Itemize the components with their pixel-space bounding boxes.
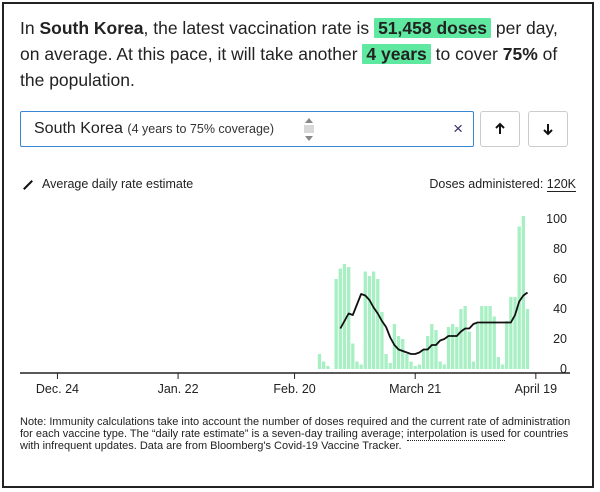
- duration-highlight: 4 years: [362, 44, 431, 64]
- average-rate-line: [339, 291, 529, 355]
- chart-bar: [359, 364, 363, 369]
- y-tick-label: 40: [553, 302, 567, 316]
- chart-bar: [326, 366, 330, 369]
- chart-bar: [346, 267, 351, 369]
- chart-bar: [338, 268, 342, 369]
- x-tick-label: April 19: [515, 382, 557, 396]
- chart-bar: [442, 364, 446, 369]
- spinner-down-icon[interactable]: [305, 136, 313, 141]
- chart-bar: [392, 324, 397, 369]
- y-axis-unit: 120K: [546, 177, 576, 192]
- headline-target: 75%: [502, 44, 538, 64]
- y-tick-label: 0: [560, 362, 567, 376]
- chart-bar: [417, 364, 422, 369]
- y-axis-title: Doses administered: 120K: [429, 177, 576, 192]
- chart-bar: [455, 327, 459, 369]
- chart-bar: [384, 354, 388, 369]
- chart-bar: [480, 306, 484, 369]
- chart-bar: [376, 279, 380, 369]
- spinner-icon[interactable]: [301, 116, 314, 142]
- chart-bar: [509, 297, 513, 369]
- rate-highlight: 51,458 doses: [374, 18, 492, 38]
- x-tick-label: Jan. 22: [158, 382, 199, 396]
- search-value: South Korea (4 years to 75% coverage): [34, 120, 274, 138]
- chart-bar: [388, 363, 392, 369]
- chart-bar: [409, 361, 413, 369]
- y-tick-label: 100: [546, 212, 567, 226]
- chart-bar: [446, 327, 451, 369]
- chart-bar: [505, 321, 509, 369]
- chart-bar: [471, 361, 476, 369]
- chart-bar: [322, 361, 326, 369]
- headline-text: , the latest vaccination rate is: [143, 18, 375, 38]
- arrow-down-icon: [543, 124, 553, 136]
- chart-bar: [396, 336, 401, 369]
- chart-bar: [459, 309, 463, 369]
- spinner-up-icon[interactable]: [305, 118, 313, 123]
- chart-bar: [513, 297, 517, 369]
- spinner-thumb: [304, 125, 314, 133]
- y-tick-label: 60: [553, 272, 567, 286]
- y-tick-label: 20: [553, 332, 567, 346]
- chart-bar: [450, 324, 455, 369]
- chart-bar: [401, 339, 405, 369]
- legend-label: Average daily rate estimate: [42, 177, 194, 191]
- chart-bar: [463, 306, 467, 369]
- vaccination-chart: 100 80 60 40 20 0 Dec. 24 Jan. 22 Feb. 20 March 2…: [20, 212, 570, 396]
- chart-bar: [413, 366, 417, 369]
- chart-bar: [317, 354, 322, 369]
- chart-bar: [492, 316, 496, 369]
- previous-country-button[interactable]: [480, 111, 520, 147]
- chart-bar: [351, 343, 355, 369]
- note-text: for countries with infrequent updates. D…: [20, 428, 569, 452]
- chart-bar: [500, 364, 505, 369]
- chart-bar: [342, 264, 347, 369]
- x-tick-label: March 21: [389, 382, 441, 396]
- chart-bar: [363, 271, 367, 369]
- chart-bar: [426, 336, 430, 369]
- headline-text: to cover: [430, 44, 503, 64]
- headline-text: In: [20, 18, 40, 38]
- footnote: Note: Immunity calculations take into ac…: [20, 416, 580, 452]
- country-search-input[interactable]: South Korea (4 years to 75% coverage) ×: [20, 111, 474, 147]
- next-country-button[interactable]: [528, 111, 568, 147]
- chart-bar: [355, 361, 359, 369]
- chart-bar: [430, 324, 434, 369]
- chart-bar: [405, 354, 409, 369]
- y-axis-title-text: Doses administered:: [429, 177, 547, 191]
- chart-bar: [488, 306, 492, 369]
- x-tick-label: Feb. 20: [273, 382, 315, 396]
- chart-legend: Average daily rate estimate: [22, 177, 193, 191]
- headline: In South Korea, the latest vaccination r…: [20, 15, 580, 93]
- clear-icon[interactable]: ×: [453, 119, 463, 138]
- interpolation-link[interactable]: interpolation is used: [406, 428, 505, 441]
- chart-bar: [380, 312, 384, 369]
- chart-bar: [367, 276, 372, 369]
- chart-bar: [438, 361, 442, 369]
- chart-bar: [484, 306, 488, 369]
- x-tick-label: Dec. 24: [36, 382, 79, 396]
- arrow-up-icon: [495, 122, 505, 134]
- chart-bar: [521, 216, 526, 369]
- chart-bar: [525, 309, 530, 369]
- headline-text: per day, on average. At this pace, it wi…: [20, 18, 558, 64]
- search-country: South Korea: [34, 120, 123, 137]
- chart-bar: [334, 279, 338, 369]
- chart-bar: [467, 331, 471, 369]
- chart-bar: [475, 324, 480, 369]
- chart-bar: [517, 226, 521, 369]
- chart-bar: [371, 271, 376, 369]
- chart-bar: [421, 349, 426, 369]
- headline-text: of the population.: [20, 44, 558, 90]
- chart-bar: [434, 330, 438, 369]
- tracker-frame: [2, 2, 594, 488]
- headline-country: South Korea: [39, 18, 144, 38]
- search-detail: (4 years to 75% coverage): [127, 122, 275, 136]
- note-text: Note: Immunity calculations take into ac…: [20, 416, 571, 440]
- y-tick-label: 80: [553, 242, 567, 256]
- chart-bar: [496, 357, 501, 369]
